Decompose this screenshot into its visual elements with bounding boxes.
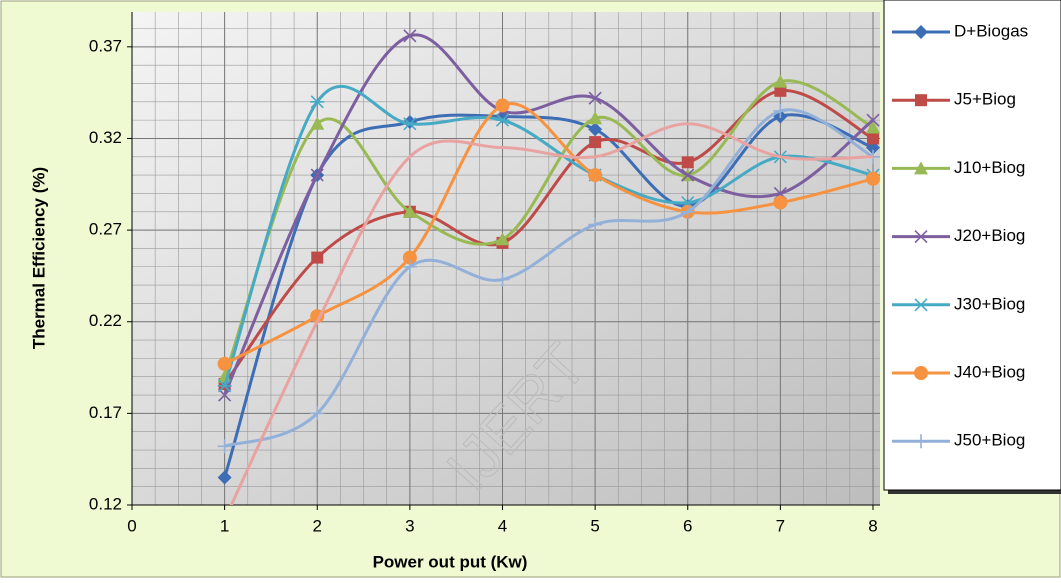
marker [914,434,928,449]
marker [495,98,510,113]
marker [403,29,417,43]
marker [217,439,232,454]
x-tick-label: 8 [868,516,877,535]
marker [774,84,787,97]
marker [217,470,232,485]
marker [310,95,325,109]
x-tick-label: 1 [220,516,229,535]
marker [402,117,417,131]
y-tick-label: 0.37 [89,36,122,55]
y-tick-label: 0.12 [89,494,122,513]
x-tick-label: 7 [776,516,785,535]
x-axis-label: Power out put (Kw) [373,552,528,571]
marker [402,259,417,274]
x-tick-label: 0 [127,516,136,535]
y-axis-label: Thermal Efficiency (%) [29,167,48,349]
marker [588,122,603,137]
marker [310,406,325,421]
legend-label: J5+Biog [954,90,1016,109]
marker [867,132,879,145]
legend-label: J40+Biog [954,362,1025,381]
marker [914,25,928,39]
marker [495,113,510,127]
marker [773,74,788,88]
y-tick-label: 0.22 [89,311,122,330]
marker [588,91,602,105]
marker [310,168,324,182]
marker [588,168,603,183]
marker [589,136,602,149]
marker [866,120,880,134]
legend-label: J20+Biog [954,226,1025,245]
marker [402,114,417,129]
marker [773,195,788,210]
y-tick-label: 0.32 [89,128,122,147]
marker [402,204,417,218]
y-tick-label: 0.17 [89,403,122,422]
marker [914,230,928,244]
marker [914,298,928,312]
marker [681,168,695,182]
series-line [223,102,874,366]
series-line [223,85,874,387]
marker [588,217,603,232]
marker [217,379,232,393]
series-line [229,122,874,505]
marker [915,94,927,107]
marker [914,366,928,380]
marker [588,111,603,125]
marker [681,156,694,169]
legend-label: J10+Biog [954,158,1025,177]
series-line [224,108,874,448]
plot-area [132,12,880,505]
marker [866,171,880,186]
marker [311,251,324,264]
marker [402,250,417,265]
marker [217,356,232,371]
x-tick-label: 3 [405,516,414,535]
marker [866,113,880,127]
x-tick-label: 6 [683,516,692,535]
marker [773,103,788,118]
y-tick-label: 0.27 [89,220,122,239]
marker [914,161,928,175]
x-tick-label: 2 [313,516,322,535]
legend-label: J30+Biog [954,294,1025,313]
legend-label: J50+Biog [954,431,1025,450]
legend [883,0,1061,491]
legend-label: D+Biogas [954,21,1028,40]
marker [218,388,232,402]
x-tick-label: 4 [498,516,507,535]
marker [495,232,510,246]
marker [310,116,325,130]
marker [495,272,510,287]
x-tick-label: 5 [590,516,599,535]
marker [680,204,695,219]
